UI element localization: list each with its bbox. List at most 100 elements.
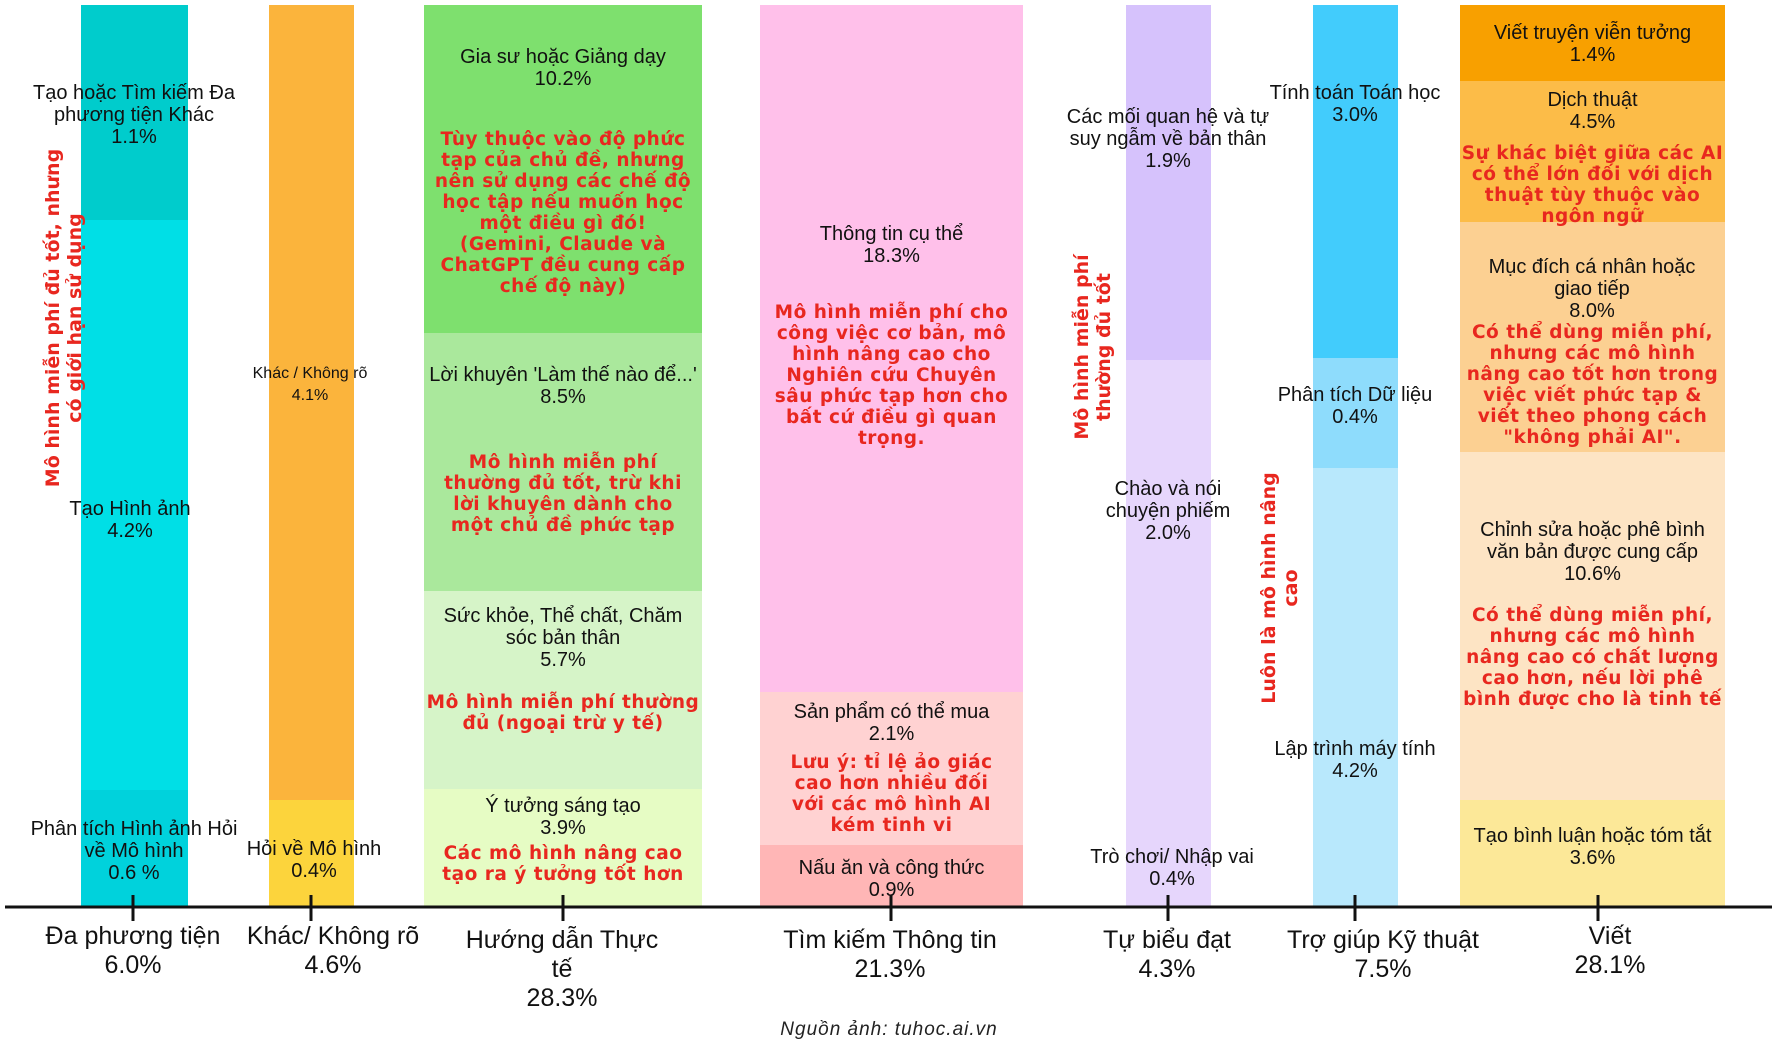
segment-name: Phân tích Dữ liệu: [1277, 384, 1433, 406]
bar-segment: [269, 5, 354, 800]
category-total: 6.0%: [104, 951, 162, 979]
category-label: Khác/ Không rõ 4.6%: [223, 922, 443, 980]
segment-label: Nấu ăn và công thức 0.9%: [765, 857, 1018, 901]
vertical-note: Mô hình miễn phí đủ tốt, nhưng có giới h…: [42, 148, 86, 488]
source-credit: Nguồn ảnh: tuhoc.ai.vn: [780, 1019, 998, 1040]
segment-label: Tạo bình luận hoặc tóm tắt 3.6%: [1465, 825, 1720, 869]
bar-segment: [81, 5, 188, 220]
bar-segment: [424, 591, 702, 789]
segment-label: Chỉnh sửa hoặc phê bình văn bản được cun…: [1465, 519, 1720, 585]
segment-note: Lưu ý: tỉ lệ ảo giác cao hơn nhiều đối v…: [790, 752, 993, 836]
segment-label: Lời khuyên 'Làm thế nào để...' 8.5%: [429, 364, 697, 408]
segment-name: Các mối quan hệ và tự suy ngẫm về bản th…: [1066, 106, 1270, 150]
segment-label: Tạo Hình ảnh 4.2%: [30, 498, 230, 542]
bar-segment: [424, 789, 702, 907]
category-total: 4.6%: [304, 951, 362, 979]
segment-label: Phân tích Dữ liệu 0.4%: [1250, 384, 1460, 428]
segment-value: 4.5%: [1569, 111, 1616, 133]
segment-value: 4.2%: [1332, 760, 1378, 782]
segment-name: Dịch thuật: [1547, 89, 1638, 111]
segment-label: Tính toán Toán học 3.0%: [1245, 82, 1465, 126]
segment-name: Thông tin cụ thể: [819, 223, 964, 245]
segment-name: Trò chơi/ Nhập vai: [1090, 846, 1254, 868]
category-total: 4.3%: [1138, 955, 1196, 983]
segment-name: Viết truyện viễn tưởng: [1493, 22, 1692, 44]
segment-value: 3.0%: [1332, 104, 1378, 126]
category-total: 7.5%: [1354, 955, 1412, 983]
vertical-note: Mô hình miễn phí thường đủ tốt: [1071, 254, 1115, 440]
segment-value: 0.4%: [291, 860, 337, 882]
segment-name: Khác / Không rõ: [252, 365, 368, 382]
segment-value: 1.9%: [1145, 150, 1191, 172]
segment-name: Tạo Hình ảnh: [69, 498, 191, 520]
bar-segment: [1313, 358, 1398, 468]
segment-note: Mô hình miễn phí thường đủ (ngoại trừ y …: [426, 692, 700, 734]
category-total: 28.3%: [526, 984, 598, 1012]
category-label: Trợ giúp Kỹ thuật 7.5%: [1273, 926, 1493, 984]
segment-value: 8.0%: [1569, 300, 1615, 322]
bar-segment: [81, 790, 188, 907]
segment-label: Phân tích Hình ảnh Hỏi về Mô hình 0.6 %: [19, 818, 249, 884]
segment-value: 0.9%: [868, 879, 915, 901]
segment-label: Các mối quan hệ và tự suy ngẫm về bản th…: [1053, 106, 1283, 172]
segment-note: Các mô hình nâng cao tạo ra ý tưởng tốt …: [442, 843, 684, 885]
segment-name: Sức khỏe, Thể chất, Chăm sóc bản thân: [443, 605, 683, 649]
segment-name: Tạo hoặc Tìm kiếm Đa phương tiện Khác: [33, 82, 235, 126]
segment-value: 0.6 %: [108, 862, 160, 884]
bar-segment: [1460, 800, 1725, 907]
category-name: Tự biểu đạt: [1103, 926, 1231, 954]
segment-note: Sự khác biệt giữa các AI có thể lớn đối …: [1461, 143, 1724, 227]
segment-label: Sức khỏe, Thể chất, Chăm sóc bản thân 5.7…: [429, 605, 697, 671]
segment-value: 1.4%: [1569, 44, 1616, 66]
bar-segment: [1313, 5, 1398, 358]
segment-name: Ý tưởng sáng tạo: [485, 795, 641, 817]
category-label: Đa phương tiện 6.0%: [23, 922, 243, 980]
segment-name: Tạo bình luận hoặc tóm tắt: [1473, 825, 1712, 847]
segment-name: Nấu ăn và công thức: [798, 857, 985, 879]
segment-value: 10.6%: [1564, 563, 1621, 585]
segment-value: 8.5%: [540, 386, 586, 408]
segment-note: Có thể dùng miễn phí, nhưng các mô hình …: [1466, 322, 1719, 448]
segment-label: Khác / Không rõ 4.1%: [215, 363, 405, 407]
segment-label: Lập trình máy tính 4.2%: [1250, 738, 1460, 782]
vertical-note: Luôn là mô hình nâng cao: [1258, 472, 1302, 704]
segment-label: Tạo hoặc Tìm kiếm Đa phương tiện Khác 1.1…: [14, 82, 254, 148]
category-name: Đa phương tiện: [45, 922, 221, 950]
category-label: Tìm kiếm Thông tin 21.3%: [780, 926, 1000, 984]
segment-value: 3.9%: [540, 817, 586, 839]
category-label: Viết 28.1%: [1500, 922, 1720, 980]
segment-label: Sản phẩm có thể mua 2.1%: [765, 701, 1018, 745]
segment-note: Mô hình miễn phí thường đủ tốt, trừ khi …: [444, 452, 682, 536]
bar-segment: [269, 800, 354, 907]
bar-segment: [424, 5, 702, 333]
segment-name: Chào và nói chuyện phiếm: [1105, 478, 1231, 522]
bar-segment: [1460, 5, 1725, 81]
segment-label: Hỏi về Mô hình 0.4%: [219, 838, 409, 882]
segment-value: 4.1%: [291, 387, 329, 404]
segment-value: 0.4%: [1149, 868, 1195, 890]
bar-segment: [1126, 5, 1211, 360]
segment-name: Chỉnh sửa hoặc phê bình văn bản được cun…: [1480, 519, 1705, 563]
segment-label: Gia sư hoặc Giảng dạy 10.2%: [429, 46, 697, 90]
segment-label: Chào và nói chuyện phiếm 2.0%: [1088, 478, 1248, 544]
bar-segment: [81, 220, 188, 790]
segment-value: 2.0%: [1145, 522, 1191, 544]
segment-value: 5.7%: [540, 649, 586, 671]
bar-segment: [1126, 360, 1211, 870]
category-label: Hướng dẫn Thực tế 28.3%: [452, 926, 672, 1013]
bar-segment: [760, 5, 1023, 692]
segment-name: Tính toán Toán học: [1269, 82, 1441, 104]
segment-note: Có thể dùng miễn phí, nhưng các mô hình …: [1463, 605, 1722, 710]
bar-segment: [1460, 81, 1725, 222]
segment-value: 18.3%: [863, 245, 920, 267]
segment-name: Phân tích Hình ảnh Hỏi về Mô hình: [30, 818, 238, 862]
bar-segment: [1460, 452, 1725, 800]
segment-label: Mục đích cá nhân hoặc giao tiếp 8.0%: [1472, 256, 1712, 322]
category-total: 28.1%: [1574, 951, 1646, 979]
segment-name: Lập trình máy tính: [1274, 738, 1436, 760]
category-name: Tìm kiếm Thông tin: [783, 926, 997, 954]
bar-segment: [1313, 468, 1398, 907]
segment-label: Trò chơi/ Nhập vai 0.4%: [1062, 846, 1282, 890]
segment-label: Ý tưởng sáng tạo 3.9%: [429, 795, 697, 839]
segment-value: 0.4%: [1332, 406, 1378, 428]
